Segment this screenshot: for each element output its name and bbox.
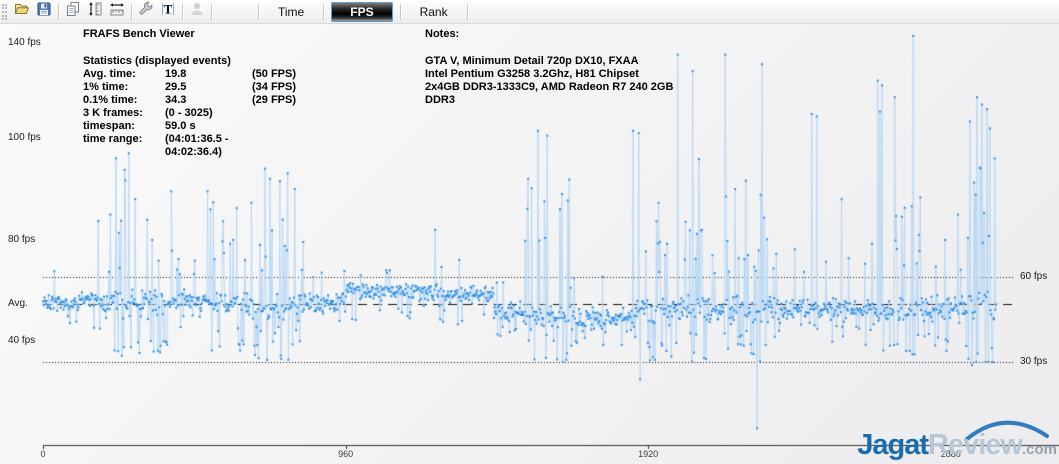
- notes-line: Intel Pentium G3258 3.2Ghz, H81 Chipset: [425, 68, 639, 80]
- x-axis-tick-label: 1920: [638, 449, 659, 459]
- notes-line: GTA V, Minimum Detail 720p DX10, FXAA: [425, 55, 639, 67]
- y-axis-label-left: 80 fps: [8, 234, 36, 245]
- x-axis-tick-label: 960: [338, 449, 354, 459]
- x-axis-tick-label: 2880: [940, 449, 961, 459]
- y-axis-label-right: 60 fps: [1020, 271, 1048, 282]
- y-axis-label-left: Avg.: [8, 298, 28, 309]
- y-axis-label-right: 30 fps: [1020, 356, 1048, 367]
- jagatreview-watermark: Jagat Review .com: [857, 429, 1057, 462]
- watermark-review-text: Review: [928, 429, 1023, 461]
- y-axis-label-left: 40 fps: [8, 335, 36, 346]
- watermark-jagat-text: Jagat: [857, 429, 929, 461]
- y-axis-label-left: 140 fps: [8, 37, 41, 48]
- watermark-com-text: .com: [1021, 441, 1057, 458]
- watermark-arc: [965, 420, 1049, 441]
- notes-title: Notes:: [425, 28, 460, 40]
- notes-panel: Notes: GTA V, Minimum Detail 720p DX10, …: [425, 28, 673, 107]
- x-axis-tick-label: 0: [40, 449, 46, 459]
- notes-line: 2x4GB DDR3-1333C9, AMD Radeon R7 240 2GB: [425, 81, 674, 93]
- y-axis-label-left: 100 fps: [8, 132, 41, 143]
- notes-line: DDR3: [425, 94, 455, 106]
